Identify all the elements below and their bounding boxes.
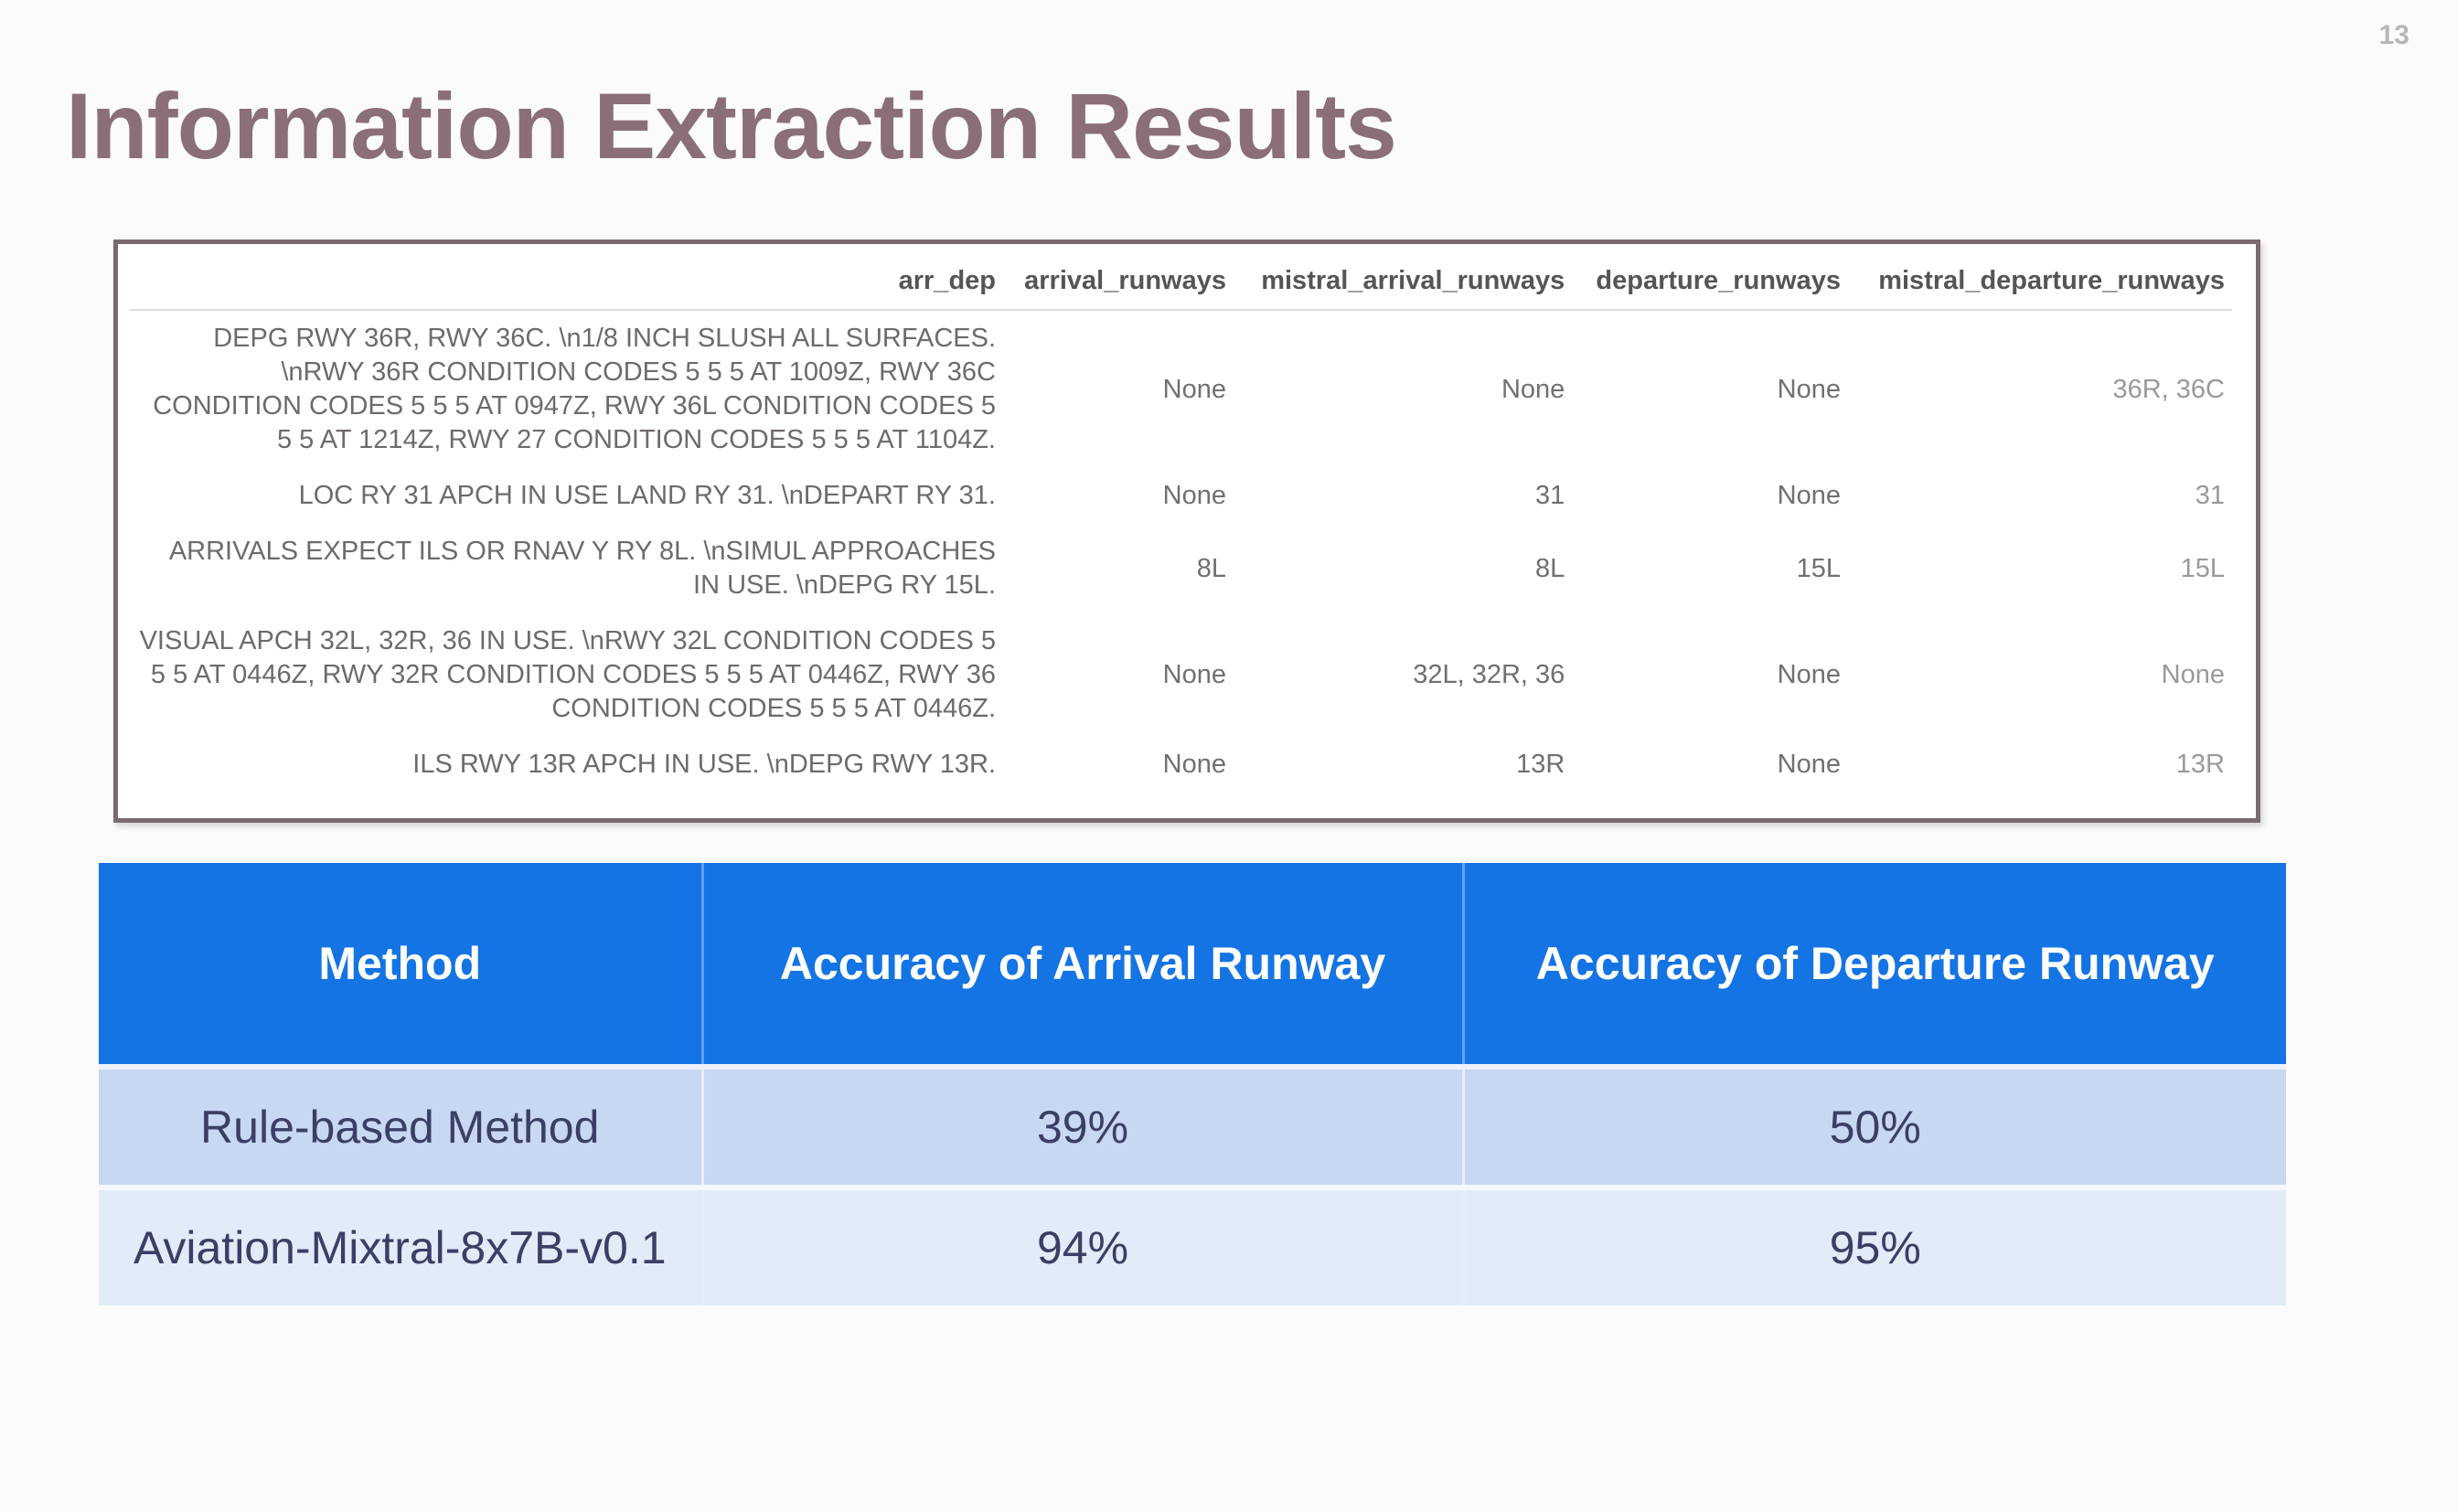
cell-departure-accuracy: 50% (1463, 1064, 2286, 1187)
extraction-header-row: arr_dep arrival_runways mistral_arrival_… (129, 253, 2232, 311)
cell-arr-dep: VISUAL APCH 32L, 32R, 36 IN USE. \nRWY 3… (139, 626, 996, 723)
cell-departure-accuracy: 95% (1463, 1185, 2286, 1305)
col-header-arr-dep: arr_dep (129, 253, 1003, 311)
col-header-mistral-departure-runways: mistral_departure_runways (1847, 253, 2232, 311)
cell-arr-dep: ARRIVALS EXPECT ILS OR RNAV Y RY 8L. \nS… (168, 537, 996, 600)
table-row: ILS RWY 13R APCH IN USE. \nDEPG RWY 13R.… (129, 737, 2232, 793)
cell-mistral-arrival-runways: None (1501, 374, 1565, 404)
header-departure-accuracy: Accuracy of Departure Runway (1463, 863, 2286, 1067)
cell-mistral-arrival-runways: 13R (1516, 750, 1565, 779)
cell-method: Aviation-Mixtral-8x7B-v0.1 (99, 1185, 704, 1305)
cell-arrival-runways: 8L (1196, 553, 1226, 583)
cell-mistral-departure-runways: 13R (2175, 750, 2225, 779)
cell-mistral-arrival-runways: 32L, 32R, 36 (1413, 660, 1565, 689)
table-row: Aviation-Mixtral-8x7B-v0.1 94% 95% (99, 1185, 2286, 1305)
accuracy-header-row: Method Accuracy of Arrival Runway Accura… (99, 863, 2286, 1067)
cell-mistral-arrival-runways: 31 (1535, 481, 1565, 510)
cell-arrival-runways: None (1162, 481, 1226, 510)
cell-mistral-departure-runways: 15L (2180, 553, 2225, 583)
extraction-table-frame: arr_dep arrival_runways mistral_arrival_… (113, 240, 2260, 823)
cell-arrival-accuracy: 94% (702, 1185, 1465, 1305)
extraction-table: arr_dep arrival_runways mistral_arrival_… (129, 253, 2232, 793)
col-header-arrival-runways: arrival_runways (1003, 253, 1234, 311)
table-row: LOC RY 31 APCH IN USE LAND RY 31. \nDEPA… (129, 468, 2232, 524)
cell-mistral-departure-runways: 36R, 36C (2112, 374, 2225, 404)
slide-title: Information Extraction Results (66, 74, 1397, 178)
cell-departure-runways: None (1777, 374, 1841, 404)
header-arrival-accuracy: Accuracy of Arrival Runway (702, 863, 1465, 1067)
table-row: DEPG RWY 36R, RWY 36C. \n1/8 INCH SLUSH … (129, 310, 2232, 468)
cell-mistral-arrival-runways: 8L (1535, 553, 1565, 583)
page-number: 13 (2378, 20, 2409, 50)
header-method: Method (99, 863, 704, 1067)
cell-arr-dep: LOC RY 31 APCH IN USE LAND RY 31. \nDEPA… (298, 481, 996, 510)
table-row: VISUAL APCH 32L, 32R, 36 IN USE. \nRWY 3… (129, 613, 2232, 737)
cell-arrival-runways: None (1162, 750, 1226, 779)
accuracy-table: Method Accuracy of Arrival Runway Accura… (99, 863, 2286, 1305)
table-row: Rule-based Method 39% 50% (99, 1064, 2286, 1187)
cell-departure-runways: None (1777, 750, 1841, 779)
table-row: ARRIVALS EXPECT ILS OR RNAV Y RY 8L. \nS… (129, 524, 2232, 613)
cell-arr-dep: ILS RWY 13R APCH IN USE. \nDEPG RWY 13R. (412, 750, 996, 779)
col-header-departure-runways: departure_runways (1572, 253, 1848, 311)
cell-mistral-departure-runways: 31 (2195, 481, 2225, 510)
accuracy-table-wrapper: Method Accuracy of Arrival Runway Accura… (99, 863, 2286, 1305)
cell-arr-dep: DEPG RWY 36R, RWY 36C. \n1/8 INCH SLUSH … (153, 324, 996, 454)
cell-mistral-departure-runways: None (2161, 660, 2225, 689)
cell-arrival-runways: None (1162, 660, 1226, 689)
col-header-mistral-arrival-runways: mistral_arrival_runways (1233, 253, 1573, 311)
cell-arrival-accuracy: 39% (702, 1064, 1465, 1187)
cell-departure-runways: 15L (1796, 553, 1841, 583)
cell-departure-runways: None (1777, 481, 1841, 510)
cell-departure-runways: None (1777, 660, 1841, 689)
cell-arrival-runways: None (1162, 374, 1226, 404)
cell-method: Rule-based Method (99, 1064, 704, 1187)
